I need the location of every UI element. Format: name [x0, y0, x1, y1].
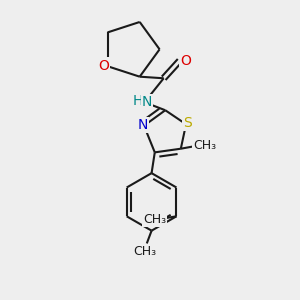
Text: CH₃: CH₃	[143, 213, 166, 226]
Text: O: O	[98, 58, 109, 73]
Text: H: H	[132, 94, 143, 108]
Text: O: O	[180, 54, 191, 68]
Text: S: S	[183, 116, 192, 130]
Text: N: N	[142, 95, 152, 109]
Text: CH₃: CH₃	[193, 139, 216, 152]
Text: CH₃: CH₃	[134, 245, 157, 258]
Text: N: N	[137, 118, 148, 132]
